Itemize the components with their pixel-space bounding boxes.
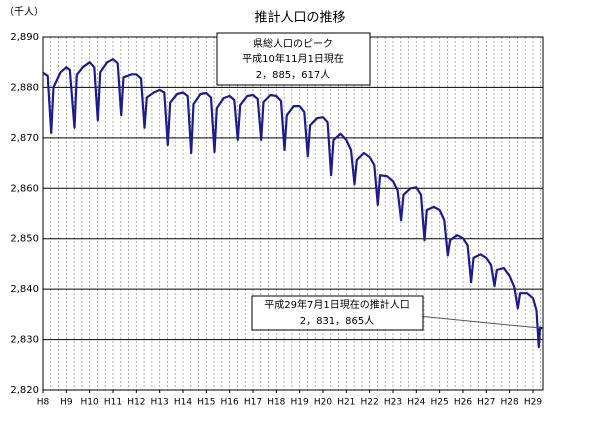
x-tick-label: H21 <box>337 398 355 408</box>
x-tick-label: H22 <box>361 398 379 408</box>
x-tick-label: H25 <box>431 398 449 408</box>
x-tick-label: H18 <box>267 398 285 408</box>
y-tick-label: 2,880 <box>10 82 39 93</box>
annotation-text: 2，885，617人 <box>256 69 331 81</box>
x-tick-label: H23 <box>384 398 402 408</box>
x-tick-label: H10 <box>81 398 99 408</box>
annotation-text: 2，831，865人 <box>300 315 375 327</box>
x-tick-label: H14 <box>174 398 192 408</box>
x-tick-label: H13 <box>151 398 169 408</box>
annotation-text: 県総人口のピーク <box>253 37 333 50</box>
x-tick-label: H28 <box>501 398 519 408</box>
x-tick-label: H11 <box>104 398 122 408</box>
y-tick-label: 2,870 <box>10 133 39 144</box>
x-tick-label: H17 <box>244 398 262 408</box>
plot-area: 2,820 2,830 2,840 2,850 2,860 2,870 2,880 2,890… <box>10 32 544 408</box>
plot-frame <box>42 36 544 391</box>
y-tick-label: 2,890 <box>10 32 39 43</box>
x-tick-label: H20 <box>314 398 332 408</box>
annotation-text: 平成29年7月1日現在の推計人口 <box>264 298 409 311</box>
x-tick-label: H27 <box>477 398 495 408</box>
callout-line <box>417 315 541 329</box>
x-tick-label: H29 <box>524 398 542 408</box>
x-tick-label: H24 <box>407 398 425 408</box>
y-tick-label: 2,840 <box>10 284 39 295</box>
x-tick-label: H19 <box>291 398 309 408</box>
x-tick-label: H15 <box>197 398 215 408</box>
x-tick-label: H8 <box>37 398 50 408</box>
chart-title: 推計人口の推移 <box>254 10 345 26</box>
annotation-box <box>251 295 424 331</box>
x-tick-label: H12 <box>127 398 145 408</box>
y-tick-label: 2,860 <box>10 183 39 194</box>
y-tick-label: 2,820 <box>10 385 39 396</box>
y-tick-label: 2,850 <box>10 234 39 245</box>
annotation-box <box>216 32 371 86</box>
x-tick-label: H9 <box>60 398 73 408</box>
x-tick-label: H16 <box>221 398 239 408</box>
data-line <box>42 58 543 349</box>
x-tick-label: H26 <box>454 398 472 408</box>
y-tick-label: 2,830 <box>10 335 39 346</box>
annotation-text: 平成10年11月1日現在 <box>242 52 344 65</box>
y-axis-unit: （千人） <box>4 6 44 18</box>
